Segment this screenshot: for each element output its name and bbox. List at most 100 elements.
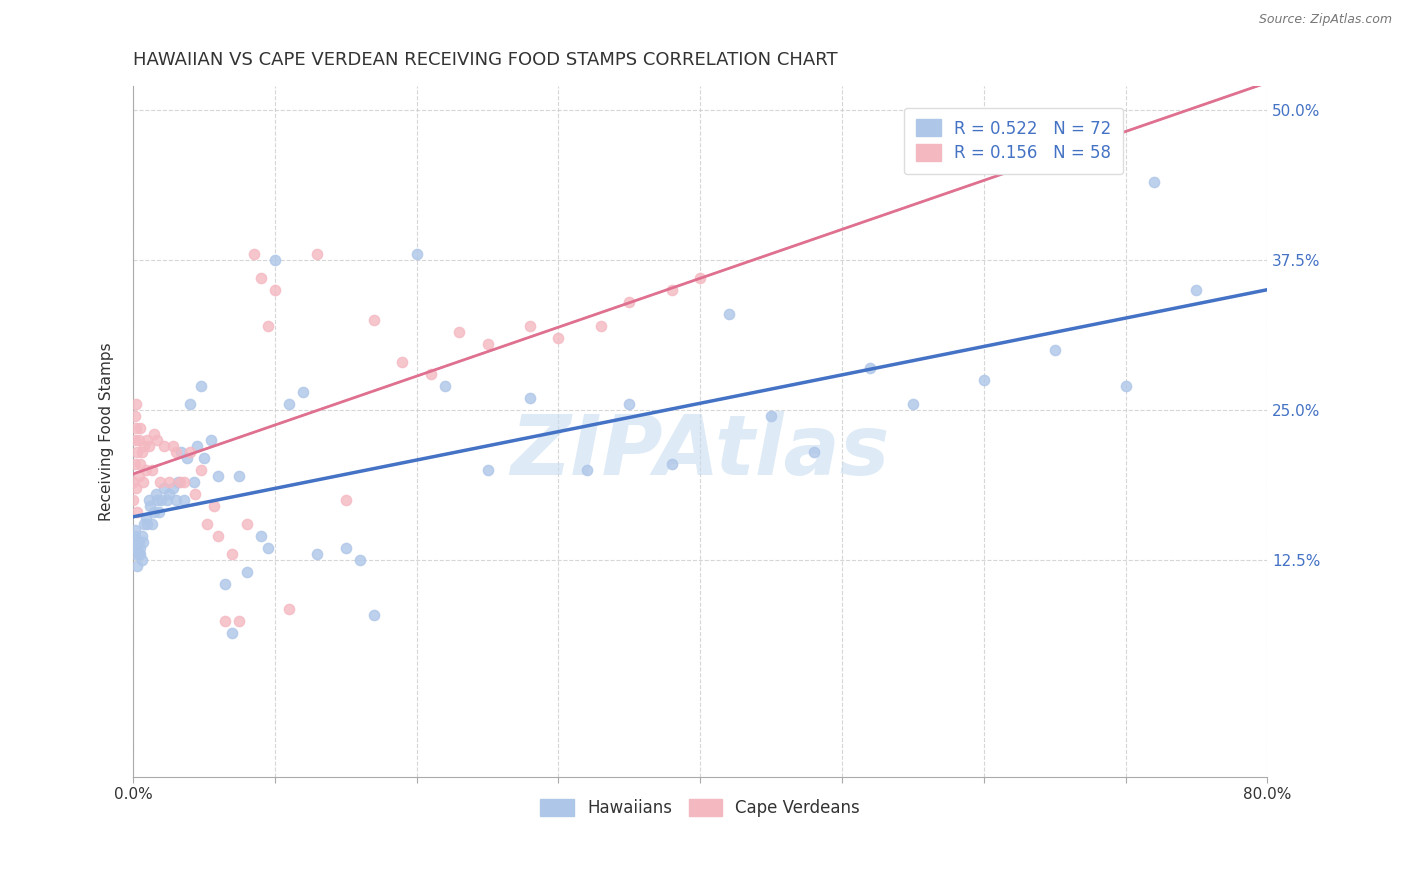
Point	[214, 614, 236, 628]
Point	[228, 614, 250, 628]
Point	[183, 475, 205, 490]
Point	[124, 529, 146, 543]
Point	[207, 529, 229, 543]
Point	[127, 505, 149, 519]
Point	[139, 500, 162, 514]
Point	[619, 397, 641, 411]
Point	[146, 493, 169, 508]
Point	[153, 481, 176, 495]
Point	[221, 548, 243, 562]
Point	[128, 535, 150, 549]
Point	[292, 385, 315, 400]
Point	[717, 307, 740, 321]
Point	[129, 421, 152, 435]
Point	[264, 252, 287, 267]
Point	[235, 566, 257, 580]
Point	[131, 445, 153, 459]
Point	[391, 355, 413, 369]
Point	[242, 247, 264, 261]
Point	[124, 524, 146, 538]
Point	[179, 445, 201, 459]
Text: ZIPAtlas: ZIPAtlas	[510, 411, 890, 492]
Point	[135, 511, 157, 525]
Point	[405, 247, 427, 261]
Point	[162, 481, 184, 495]
Point	[278, 601, 301, 615]
Point	[264, 283, 287, 297]
Point	[127, 535, 149, 549]
Point	[131, 553, 153, 567]
Point	[122, 475, 145, 490]
Point	[901, 397, 924, 411]
Point	[434, 379, 457, 393]
Point	[138, 439, 160, 453]
Point	[1115, 379, 1137, 393]
Point	[132, 475, 155, 490]
Point	[146, 434, 169, 448]
Point	[156, 493, 179, 508]
Point	[235, 517, 257, 532]
Point	[519, 391, 541, 405]
Point	[169, 475, 191, 490]
Point	[190, 379, 212, 393]
Point	[803, 445, 825, 459]
Point	[128, 434, 150, 448]
Point	[148, 505, 170, 519]
Point	[1043, 343, 1066, 357]
Point	[419, 367, 441, 381]
Point	[170, 445, 193, 459]
Point	[132, 535, 155, 549]
Point	[477, 463, 499, 477]
Point	[124, 434, 146, 448]
Point	[145, 487, 167, 501]
Point	[214, 577, 236, 591]
Point	[128, 469, 150, 483]
Text: HAWAIIAN VS CAPE VERDEAN RECEIVING FOOD STAMPS CORRELATION CHART: HAWAIIAN VS CAPE VERDEAN RECEIVING FOOD …	[134, 51, 838, 69]
Point	[162, 439, 184, 453]
Point	[221, 625, 243, 640]
Point	[153, 439, 176, 453]
Point	[141, 517, 163, 532]
Point	[335, 493, 357, 508]
Point	[859, 361, 882, 376]
Point	[547, 331, 569, 345]
Point	[1185, 283, 1208, 297]
Point	[173, 475, 195, 490]
Y-axis label: Receiving Food Stamps: Receiving Food Stamps	[100, 342, 114, 521]
Point	[129, 548, 152, 562]
Point	[335, 541, 357, 556]
Point	[138, 493, 160, 508]
Point	[349, 553, 371, 567]
Point	[167, 475, 190, 490]
Point	[689, 271, 711, 285]
Point	[127, 445, 149, 459]
Point	[759, 409, 782, 424]
Point	[129, 457, 152, 471]
Point	[136, 517, 159, 532]
Point	[195, 517, 218, 532]
Point	[973, 373, 995, 387]
Point	[125, 481, 148, 495]
Point	[176, 451, 198, 466]
Point	[143, 427, 166, 442]
Point	[661, 457, 683, 471]
Point	[165, 493, 187, 508]
Point	[124, 457, 146, 471]
Point	[589, 318, 612, 333]
Point	[136, 434, 159, 448]
Text: Source: ZipAtlas.com: Source: ZipAtlas.com	[1258, 13, 1392, 27]
Point	[249, 271, 271, 285]
Point	[125, 421, 148, 435]
Point	[190, 463, 212, 477]
Point	[278, 397, 301, 411]
Point	[363, 313, 385, 327]
Point	[143, 505, 166, 519]
Point	[519, 318, 541, 333]
Point	[131, 529, 153, 543]
Point	[307, 548, 329, 562]
Point	[124, 535, 146, 549]
Point	[202, 500, 225, 514]
Point	[186, 439, 208, 453]
Point	[619, 294, 641, 309]
Point	[149, 475, 172, 490]
